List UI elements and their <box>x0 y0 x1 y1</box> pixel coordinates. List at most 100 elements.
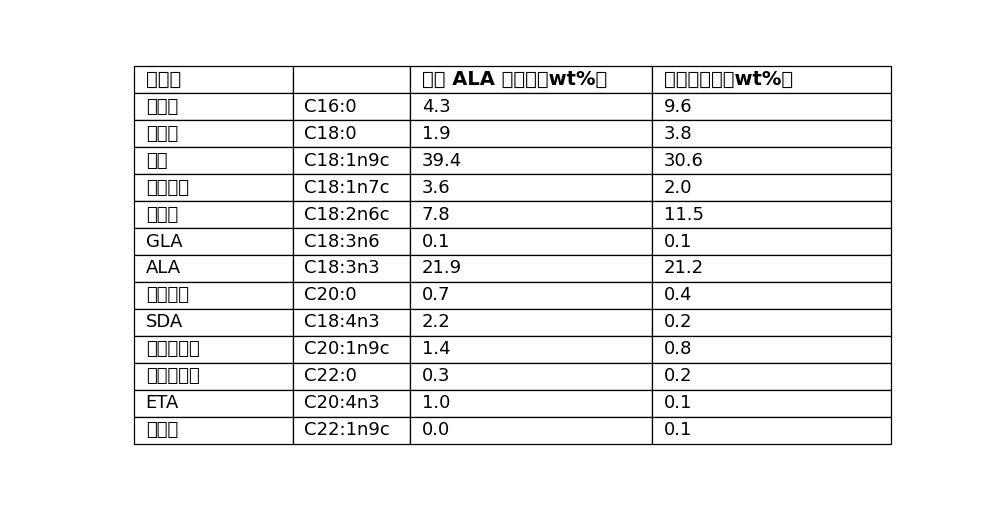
Bar <box>410 228 652 255</box>
Bar <box>652 147 891 174</box>
Bar <box>652 282 891 309</box>
Bar <box>652 93 891 120</box>
Text: C22:0: C22:0 <box>304 367 357 385</box>
Bar <box>134 282 293 309</box>
Bar <box>293 363 410 390</box>
Text: C18:2n6c: C18:2n6c <box>304 206 390 224</box>
Bar <box>293 93 410 120</box>
Text: 0.1: 0.1 <box>664 394 692 412</box>
Bar <box>652 67 891 93</box>
Bar <box>134 201 293 228</box>
Text: 芥子酸: 芥子酸 <box>146 421 178 439</box>
Bar <box>134 390 293 417</box>
Bar <box>410 363 652 390</box>
Bar <box>652 363 891 390</box>
Text: 棕榈酸: 棕榈酸 <box>146 98 178 116</box>
Bar <box>293 417 410 443</box>
Text: C22:1n9c: C22:1n9c <box>304 421 390 439</box>
Bar <box>134 120 293 147</box>
Text: C18:0: C18:0 <box>304 125 357 143</box>
Text: 2.2: 2.2 <box>422 314 450 331</box>
Text: 0.2: 0.2 <box>664 314 692 331</box>
Text: 4.3: 4.3 <box>422 98 450 116</box>
Text: 1.9: 1.9 <box>422 125 450 143</box>
Bar <box>410 93 652 120</box>
Text: 11.5: 11.5 <box>664 206 704 224</box>
Text: 0.1: 0.1 <box>664 233 692 250</box>
Bar <box>293 120 410 147</box>
Bar <box>293 255 410 282</box>
Bar <box>410 282 652 309</box>
Bar <box>652 390 891 417</box>
Text: C20:0: C20:0 <box>304 286 357 305</box>
Text: 亚油酸: 亚油酸 <box>146 206 178 224</box>
Text: 0.0: 0.0 <box>422 421 450 439</box>
Text: 二十烷酸: 二十烷酸 <box>146 286 189 305</box>
Bar <box>293 228 410 255</box>
Bar <box>652 336 891 363</box>
Bar <box>652 174 891 201</box>
Text: SDA: SDA <box>146 314 183 331</box>
Text: 巨头鲸鱿酸: 巨头鲸鱿酸 <box>146 340 199 359</box>
Bar <box>410 201 652 228</box>
Bar <box>134 255 293 282</box>
Text: C18:1n9c: C18:1n9c <box>304 152 390 170</box>
Bar <box>293 390 410 417</box>
Text: 粗制参考油（wt%）: 粗制参考油（wt%） <box>664 70 793 89</box>
Bar <box>652 201 891 228</box>
Text: 0.8: 0.8 <box>664 340 692 359</box>
Bar <box>293 309 410 336</box>
Text: 0.4: 0.4 <box>664 286 692 305</box>
Text: 粗制 ALA 菜籽油（wt%）: 粗制 ALA 菜籽油（wt%） <box>422 70 607 89</box>
Text: 二十二烷酸: 二十二烷酸 <box>146 367 199 385</box>
Text: 油酸: 油酸 <box>146 152 167 170</box>
Text: ALA: ALA <box>146 260 181 277</box>
Text: 0.1: 0.1 <box>422 233 450 250</box>
Bar <box>410 417 652 443</box>
Text: C16:0: C16:0 <box>304 98 357 116</box>
Bar <box>134 363 293 390</box>
Bar <box>652 255 891 282</box>
Bar <box>134 309 293 336</box>
Bar <box>293 336 410 363</box>
Bar <box>293 201 410 228</box>
Text: 0.1: 0.1 <box>664 421 692 439</box>
Bar <box>652 417 891 443</box>
Bar <box>134 228 293 255</box>
Text: 9.6: 9.6 <box>664 98 692 116</box>
Text: C20:1n9c: C20:1n9c <box>304 340 390 359</box>
Bar <box>134 147 293 174</box>
Text: 0.2: 0.2 <box>664 367 692 385</box>
Bar <box>410 147 652 174</box>
Text: 脂肪酸: 脂肪酸 <box>146 70 181 89</box>
Bar <box>134 67 293 93</box>
Bar <box>134 93 293 120</box>
Text: 39.4: 39.4 <box>422 152 462 170</box>
Text: 7.8: 7.8 <box>422 206 450 224</box>
Bar <box>134 417 293 443</box>
Text: 硬脂酸: 硬脂酸 <box>146 125 178 143</box>
Bar <box>410 174 652 201</box>
Bar <box>410 309 652 336</box>
Bar <box>293 147 410 174</box>
Bar <box>652 309 891 336</box>
Text: C18:4n3: C18:4n3 <box>304 314 380 331</box>
Bar <box>134 174 293 201</box>
Text: 0.3: 0.3 <box>422 367 450 385</box>
Bar <box>652 120 891 147</box>
Bar <box>410 120 652 147</box>
Bar <box>410 390 652 417</box>
Bar <box>410 255 652 282</box>
Bar <box>293 282 410 309</box>
Text: 30.6: 30.6 <box>664 152 704 170</box>
Text: 顺异油酸: 顺异油酸 <box>146 179 189 196</box>
Text: 0.7: 0.7 <box>422 286 450 305</box>
Bar <box>293 174 410 201</box>
Bar <box>410 336 652 363</box>
Text: 21.2: 21.2 <box>664 260 704 277</box>
Text: C18:1n7c: C18:1n7c <box>304 179 390 196</box>
Text: C20:4n3: C20:4n3 <box>304 394 380 412</box>
Text: 2.0: 2.0 <box>664 179 692 196</box>
Text: 3.8: 3.8 <box>664 125 692 143</box>
Bar <box>410 67 652 93</box>
